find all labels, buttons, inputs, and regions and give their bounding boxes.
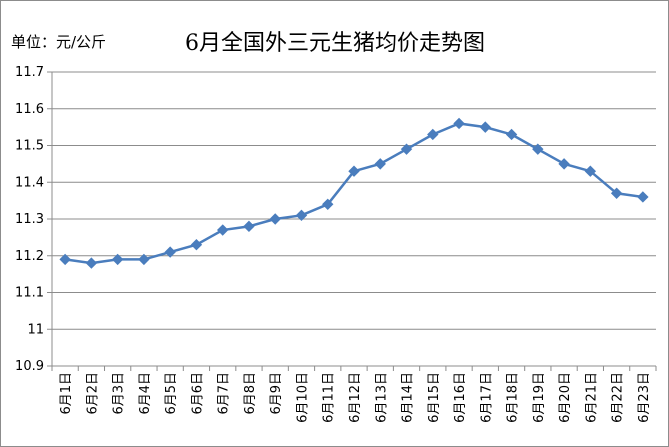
x-tick-labels: 6月1日 6月2日 6月3日 6月4日 6月5日 6月6日 6月7日 6月8日 6月9日 6月10… <box>59 372 652 423</box>
y-tick-label: 11.6 <box>15 102 44 117</box>
gridlines <box>52 71 656 367</box>
data-point <box>348 165 360 177</box>
data-point <box>138 253 150 266</box>
x-tick-label: 6月3日 <box>112 372 127 415</box>
data-point <box>479 121 492 133</box>
x-tick-label: 6月6日 <box>190 372 205 415</box>
data-point <box>610 187 623 199</box>
y-tick-label: 11.1 <box>15 286 44 301</box>
y-tick-label: 11 <box>27 322 44 337</box>
data-point <box>637 191 649 203</box>
data-point <box>532 143 544 155</box>
y-tick-labels: 10.9 11 11.1 11.2 11.3 11.4 11.5 11.6 11.7 <box>15 65 44 374</box>
x-tick-label: 6月14日 <box>401 372 416 423</box>
x-tick-label: 6月21日 <box>584 372 599 423</box>
data-point <box>374 158 386 170</box>
data-point <box>427 128 439 141</box>
y-tick-label: 10.9 <box>15 359 44 374</box>
series-line-path <box>64 122 644 265</box>
x-tick-label: 6月20日 <box>558 372 573 423</box>
data-point <box>295 209 308 222</box>
x-tick-label: 6月2日 <box>85 372 100 415</box>
x-tick-label: 6月12日 <box>348 372 363 423</box>
x-tick-label: 6月11日 <box>322 372 337 423</box>
unit-label: 单位：元/公斤 <box>11 33 107 51</box>
y-tick-label: 11.7 <box>15 65 44 80</box>
x-tick-label: 6月5日 <box>164 372 179 415</box>
x-tick-label: 6月10日 <box>295 372 310 423</box>
x-tick-label: 6月17日 <box>479 372 494 423</box>
y-tick-label: 11.4 <box>15 175 44 190</box>
x-tick-label: 6月23日 <box>637 372 652 423</box>
data-point <box>164 246 176 258</box>
data-point <box>400 143 413 155</box>
x-tick-label: 6月13日 <box>374 372 389 423</box>
data-point <box>190 239 203 251</box>
x-tick-label: 6月4日 <box>138 372 153 415</box>
data-point <box>453 117 465 130</box>
data-point <box>216 224 229 236</box>
data-point <box>269 213 281 225</box>
data-point <box>322 198 334 211</box>
y-tick-label: 11.3 <box>15 212 44 227</box>
x-tick-label: 6月1日 <box>59 372 74 415</box>
x-tick-label: 6月16日 <box>453 372 468 423</box>
series-points <box>59 117 649 269</box>
data-point <box>558 158 570 170</box>
y-tick-label: 11.5 <box>15 139 44 154</box>
data-point <box>111 253 124 266</box>
axes <box>47 71 657 371</box>
x-tick-label: 6月9日 <box>269 372 284 415</box>
x-tick-label: 6月19日 <box>532 372 547 423</box>
x-tick-label: 6月18日 <box>506 372 521 423</box>
data-point <box>59 253 71 266</box>
chart-title: 6月全国外三元生猪均价走势图 <box>185 31 485 56</box>
y-tick-label: 11.2 <box>15 249 44 264</box>
data-point <box>243 220 255 233</box>
data-point <box>584 165 597 177</box>
x-tick-label: 6月15日 <box>427 372 442 423</box>
data-point <box>505 128 518 141</box>
x-tick-label: 6月8日 <box>243 372 258 415</box>
data-point <box>85 257 98 269</box>
series-line <box>64 122 644 265</box>
x-tick-label: 6月22日 <box>611 372 626 423</box>
x-tick-label: 6月7日 <box>217 372 232 415</box>
